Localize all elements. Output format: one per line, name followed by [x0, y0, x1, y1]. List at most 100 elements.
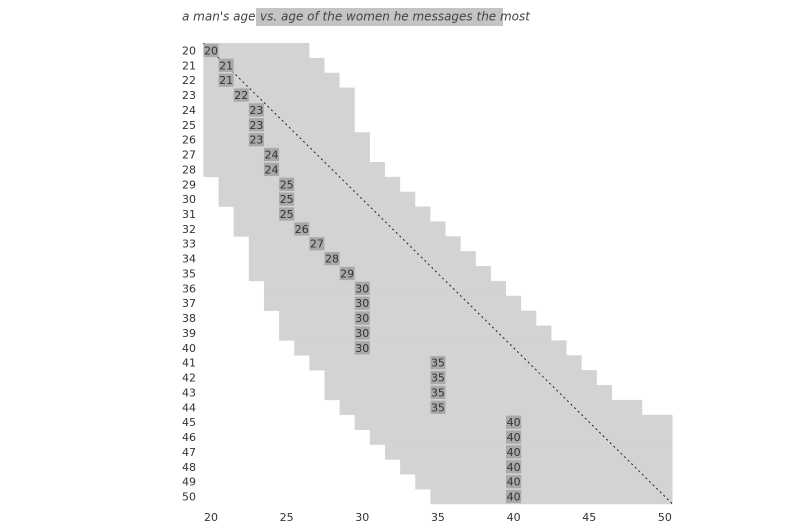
x-tick-label: 30 — [355, 511, 369, 524]
y-tick-label: 28 — [182, 163, 196, 176]
range-bar — [218, 191, 416, 207]
subtitle-bg — [256, 8, 503, 26]
mode-label: 29 — [340, 267, 354, 280]
range-bar — [203, 147, 370, 163]
x-tick-label: 25 — [280, 511, 294, 524]
mode-cell — [506, 415, 522, 429]
range-bar — [233, 206, 431, 222]
range-bar — [324, 385, 612, 401]
y-tick-label: 34 — [182, 253, 196, 266]
y-tick-label: 33 — [182, 238, 196, 251]
range-bar — [263, 295, 522, 311]
range-bar — [218, 176, 401, 192]
chart-subtitle: vs. age of the women he messages the mos… — [260, 10, 531, 24]
y-tick-label: 48 — [182, 461, 196, 474]
mode-label: 25 — [280, 193, 294, 206]
mode-label: 30 — [355, 312, 369, 325]
mode-cell — [430, 400, 446, 414]
mode-cell — [354, 326, 370, 340]
y-tick-label: 30 — [182, 193, 196, 206]
mode-cell — [506, 475, 522, 489]
mode-label: 27 — [310, 238, 324, 251]
mode-cell — [279, 177, 295, 191]
mode-cell — [506, 460, 522, 474]
y-tick-label: 23 — [182, 89, 196, 102]
chart-title: a man's age — [182, 10, 256, 24]
y-tick-label: 43 — [182, 386, 196, 399]
mode-cell — [339, 266, 355, 281]
mode-label: 24 — [264, 149, 278, 162]
mode-label: 20 — [204, 44, 218, 57]
y-tick-label: 37 — [182, 297, 196, 310]
mode-cell — [354, 281, 370, 295]
y-tick-label: 39 — [182, 327, 196, 340]
mode-label: 25 — [280, 178, 294, 191]
mode-label: 23 — [249, 134, 263, 147]
mode-cell — [324, 251, 340, 266]
y-tick-label: 36 — [182, 282, 196, 295]
range-bar — [248, 266, 491, 282]
mode-label: 35 — [431, 401, 445, 414]
mode-cell — [506, 430, 522, 444]
range-bar — [400, 459, 673, 475]
y-tick-label: 27 — [182, 149, 196, 162]
mode-cell — [203, 43, 219, 58]
mode-label: 40 — [507, 476, 521, 489]
mode-label: 40 — [507, 431, 521, 444]
range-bar — [203, 72, 340, 88]
mode-cell — [430, 385, 446, 400]
y-tick-label: 31 — [182, 208, 196, 221]
mode-label: 21 — [219, 59, 233, 72]
y-tick-label: 46 — [182, 431, 196, 444]
y-tick-label: 42 — [182, 372, 196, 385]
x-tick-label: 45 — [582, 511, 596, 524]
mode-cell — [279, 207, 295, 221]
mode-cell — [506, 445, 522, 459]
mode-label: 35 — [431, 386, 445, 399]
range-bar — [430, 489, 673, 505]
mode-cell — [218, 58, 234, 72]
y-tick-label: 26 — [182, 134, 196, 147]
mode-label: 35 — [431, 357, 445, 370]
range-bar — [203, 161, 385, 178]
mode-cell — [233, 88, 249, 102]
range-bar — [203, 102, 355, 118]
mode-label: 25 — [280, 208, 294, 221]
range-bar — [279, 325, 552, 341]
mode-label: 30 — [355, 342, 369, 355]
mode-cell — [279, 192, 295, 206]
mode-label: 35 — [431, 372, 445, 385]
y-tick-label: 47 — [182, 446, 196, 459]
y-tick-label: 49 — [182, 476, 196, 489]
range-bar — [233, 221, 446, 237]
mode-label: 23 — [249, 104, 263, 117]
y-tick-label: 32 — [182, 223, 196, 236]
mode-cell — [309, 237, 325, 251]
mode-cell — [248, 103, 264, 117]
range-bar — [384, 444, 673, 460]
y-tick-label: 40 — [182, 342, 196, 355]
mode-label: 26 — [295, 223, 309, 236]
mode-label: 40 — [507, 491, 521, 504]
y-tick-label: 25 — [182, 119, 196, 132]
mode-cell — [218, 73, 234, 87]
mode-label: 23 — [249, 119, 263, 132]
mode-cell — [354, 296, 370, 310]
mode-cell — [248, 118, 264, 132]
mode-label: 22 — [234, 89, 248, 102]
range-bar — [324, 370, 597, 386]
y-tick-label: 38 — [182, 312, 196, 325]
mode-cell — [294, 222, 310, 236]
y-tick-label: 45 — [182, 416, 196, 429]
mode-label: 40 — [507, 416, 521, 429]
range-bar — [415, 474, 673, 490]
x-tick-label: 35 — [431, 511, 445, 524]
range-bar — [294, 340, 567, 356]
y-tick-label: 29 — [182, 178, 196, 191]
mode-cell — [430, 370, 446, 385]
x-tick-label: 50 — [658, 511, 672, 524]
range-bar — [339, 399, 643, 416]
mode-cell — [430, 356, 446, 370]
range-bar — [203, 87, 355, 103]
